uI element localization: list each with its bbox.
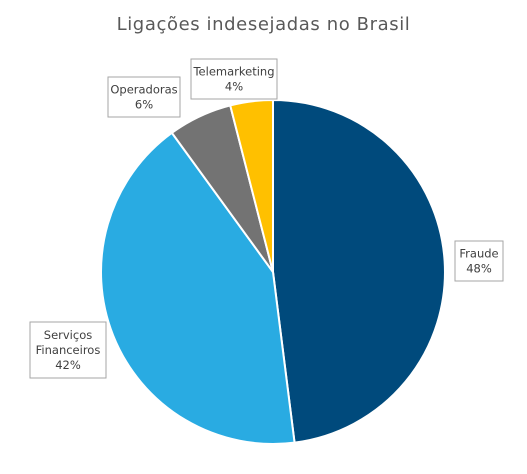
data-label-text: Operadoras <box>110 83 177 97</box>
data-label-text: Fraude <box>459 247 498 261</box>
data-label-text: Telemarketing <box>192 65 274 79</box>
data-label-text: Serviços <box>44 328 92 342</box>
pie-slice-fraude <box>272 98 446 444</box>
data-label-box <box>454 240 504 282</box>
data-label-text: 4% <box>225 80 243 94</box>
pie-slices <box>100 98 446 445</box>
pie-slice-telemarketing <box>229 98 274 273</box>
chart-title: Ligações indesejadas no Brasil <box>116 14 411 35</box>
pie-slice-servicos-financeiros <box>100 131 296 445</box>
data-label-box <box>107 76 181 118</box>
data-label-text: 42% <box>55 358 81 372</box>
data-label-text: 48% <box>466 262 492 276</box>
data-label-box <box>29 321 107 379</box>
data-label-box <box>190 58 278 100</box>
data-label-text: Financeiros <box>36 343 101 357</box>
data-label-text: 6% <box>135 98 153 112</box>
